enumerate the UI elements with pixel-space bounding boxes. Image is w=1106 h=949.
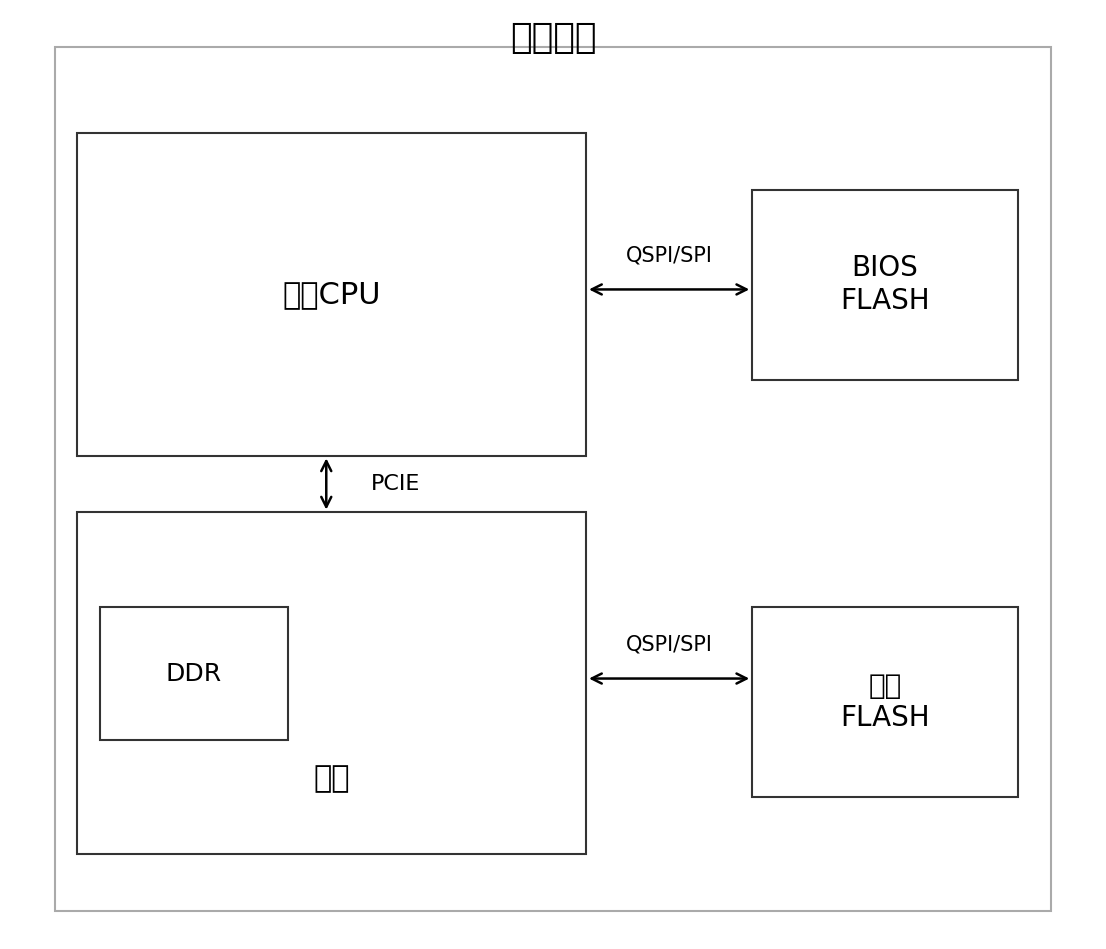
Text: BIOS
FLASH: BIOS FLASH (839, 254, 930, 315)
Text: 飞腾平台: 飞腾平台 (510, 21, 596, 55)
Text: PCIE: PCIE (371, 474, 420, 494)
Text: QSPI/SPI: QSPI/SPI (626, 635, 712, 655)
Bar (100, 607, 288, 740)
Text: 飞腾CPU: 飞腾CPU (282, 280, 382, 308)
Bar (77, 133, 586, 456)
Text: 桥片: 桥片 (313, 764, 351, 792)
Text: DDR: DDR (166, 661, 221, 686)
Text: QSPI/SPI: QSPI/SPI (626, 246, 712, 266)
Text: 桥片
FLASH: 桥片 FLASH (839, 672, 930, 733)
Bar (77, 512, 586, 854)
Bar (752, 607, 1018, 797)
Bar (752, 190, 1018, 380)
